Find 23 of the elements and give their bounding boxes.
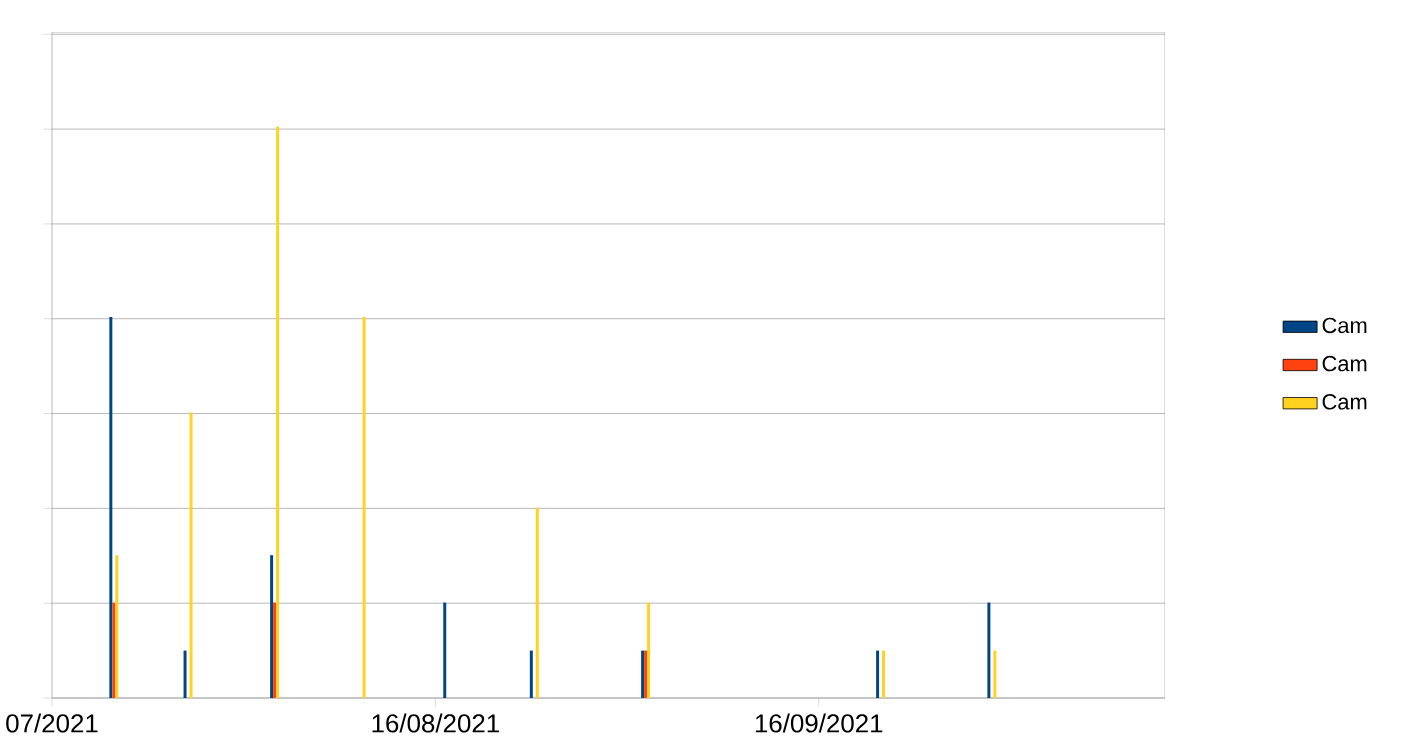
- bar: [115, 555, 119, 698]
- bar: [882, 650, 886, 698]
- bar: [273, 602, 277, 698]
- bar: [993, 650, 997, 698]
- bar: [535, 507, 539, 698]
- bar: [112, 602, 116, 698]
- bar: [529, 650, 533, 698]
- bar: [109, 317, 113, 698]
- legend-label: Cam: [1322, 317, 1367, 334]
- bar: [876, 650, 880, 698]
- bar: [189, 412, 193, 698]
- bar: [183, 650, 187, 698]
- bar: [276, 126, 280, 698]
- legend-label: Cam: [1322, 355, 1367, 372]
- x-tick-label: 07/2021: [6, 713, 98, 733]
- x-tick-label: 16/08/2021: [372, 713, 499, 733]
- legend-label: Cam: [1322, 394, 1367, 410]
- bar: [647, 602, 651, 698]
- bar: [270, 555, 274, 698]
- x-tick-label: 16/09/2021: [755, 713, 883, 733]
- bar: [362, 317, 366, 698]
- bar: [987, 602, 991, 698]
- bar: [443, 602, 447, 698]
